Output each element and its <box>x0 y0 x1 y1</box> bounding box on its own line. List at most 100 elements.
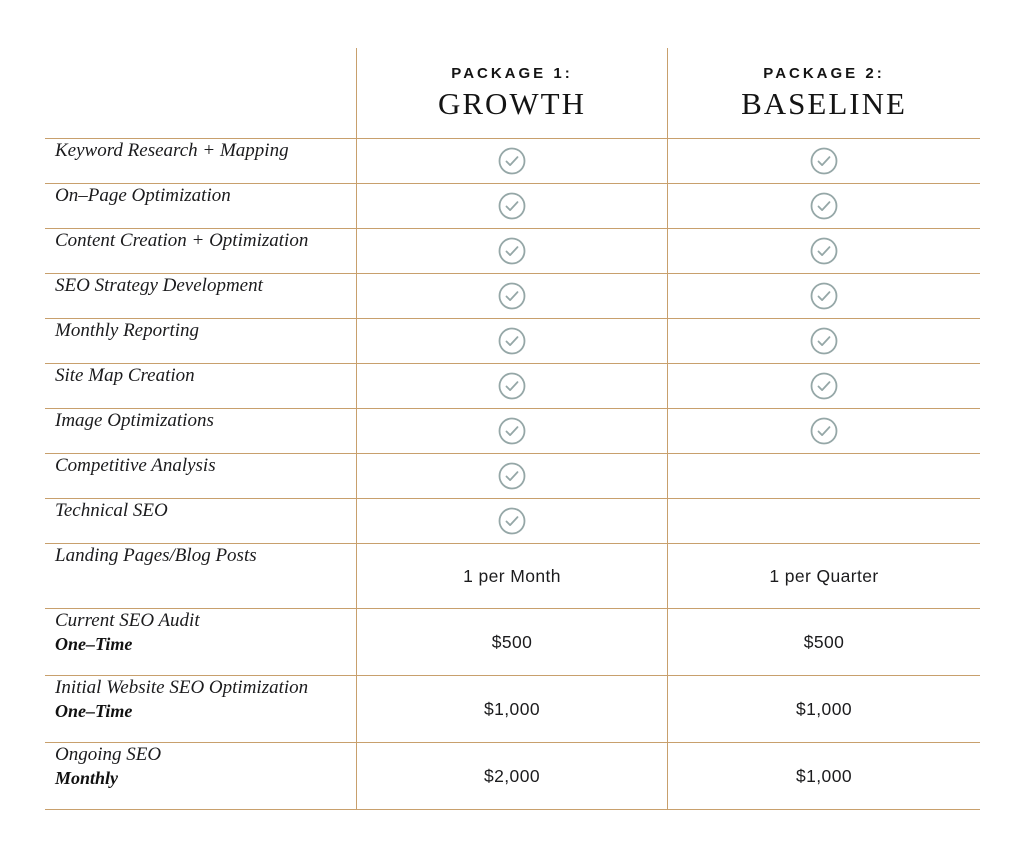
baseline-price: $1,000 <box>796 765 852 786</box>
baseline-value-cell: 1 per Quarter <box>668 544 980 608</box>
growth-value-cell <box>356 139 668 183</box>
baseline-value: 1 per Quarter <box>769 565 879 586</box>
growth-value-cell: $2,000 <box>356 743 668 809</box>
checkmark-circle-icon <box>810 147 838 175</box>
table-row: Competitive Analysis <box>45 453 980 498</box>
checkmark-circle-icon <box>810 327 838 355</box>
growth-price: $1,000 <box>484 698 540 719</box>
feature-label: Landing Pages/Blog Posts <box>55 545 257 566</box>
feature-label: Image Optimizations <box>55 410 214 431</box>
package2-name: BASELINE <box>741 85 907 121</box>
baseline-value-cell: $500 <box>668 609 980 675</box>
feature-label-cell: Initial Website SEO Optimization One–Tim… <box>45 676 356 742</box>
table-row: On–Page Optimization <box>45 183 980 228</box>
baseline-empty-cell <box>668 499 980 543</box>
baseline-value-cell <box>668 229 980 273</box>
baseline-price: $500 <box>803 631 845 652</box>
feature-label: Monthly Reporting <box>55 320 200 341</box>
baseline-value-cell: $1,000 <box>668 676 980 742</box>
baseline-value-cell: $1,000 <box>668 743 980 809</box>
checkmark-circle-icon <box>810 282 838 310</box>
growth-price: $500 <box>491 631 533 652</box>
pricing-table: PACKAGE 1: GROWTH PACKAGE 2: BASELINE Ke… <box>45 48 980 810</box>
baseline-value-cell <box>668 319 980 363</box>
feature-label: Keyword Research + Mapping <box>55 140 289 161</box>
feature-sublabel: One–Time <box>55 700 133 721</box>
feature-label: On–Page Optimization <box>55 185 231 206</box>
growth-value-cell <box>356 274 668 318</box>
package2-kicker: PACKAGE 2: <box>763 64 885 82</box>
feature-label-cell: SEO Strategy Development <box>45 274 356 318</box>
feature-label: Competitive Analysis <box>55 455 216 476</box>
header-empty-cell <box>45 48 356 138</box>
feature-label: Initial Website SEO Optimization <box>55 677 309 698</box>
feature-label-cell: Technical SEO <box>45 499 356 543</box>
checkmark-circle-icon <box>498 417 526 445</box>
checkmark-circle-icon <box>498 327 526 355</box>
checkmark-circle-icon <box>810 417 838 445</box>
package1-name: GROWTH <box>437 85 587 121</box>
table-row: Current SEO Audit One–Time $500 $500 <box>45 608 980 675</box>
baseline-value-cell <box>668 364 980 408</box>
feature-label: Current SEO Audit <box>55 610 200 631</box>
table-row: SEO Strategy Development <box>45 273 980 318</box>
feature-label-cell: Keyword Research + Mapping <box>45 139 356 183</box>
growth-value-cell <box>356 319 668 363</box>
feature-label: Ongoing SEO <box>55 744 162 765</box>
package2-header: PACKAGE 2: BASELINE <box>668 48 980 138</box>
feature-label: Site Map Creation <box>55 365 195 386</box>
table-row: Monthly Reporting <box>45 318 980 363</box>
feature-label-cell: Ongoing SEO Monthly <box>45 743 356 809</box>
table-row: Image Optimizations <box>45 408 980 453</box>
growth-value-cell <box>356 454 668 498</box>
baseline-price: $1,000 <box>796 698 852 719</box>
table-header-row: PACKAGE 1: GROWTH PACKAGE 2: BASELINE <box>45 48 980 138</box>
table-row: Technical SEO <box>45 498 980 543</box>
checkmark-circle-icon <box>498 462 526 490</box>
growth-value-cell <box>356 184 668 228</box>
package1-kicker: PACKAGE 1: <box>451 64 573 82</box>
feature-label-cell: Competitive Analysis <box>45 454 356 498</box>
growth-value-cell: $1,000 <box>356 676 668 742</box>
baseline-empty-cell <box>668 454 980 498</box>
checkmark-circle-icon <box>498 147 526 175</box>
feature-label: Technical SEO <box>55 500 168 521</box>
growth-value-cell <box>356 409 668 453</box>
checkmark-circle-icon <box>810 192 838 220</box>
feature-label-cell: Image Optimizations <box>45 409 356 453</box>
table-row: Landing Pages/Blog Posts 1 per Month 1 p… <box>45 543 980 608</box>
table-row: Initial Website SEO Optimization One–Tim… <box>45 675 980 742</box>
growth-value-cell: $500 <box>356 609 668 675</box>
feature-label: Content Creation + Optimization <box>55 230 309 251</box>
feature-label-cell: Landing Pages/Blog Posts <box>45 544 356 608</box>
checkmark-circle-icon <box>810 372 838 400</box>
feature-label: SEO Strategy Development <box>55 275 263 296</box>
growth-value: 1 per Month <box>463 565 561 586</box>
table-row: Site Map Creation <box>45 363 980 408</box>
feature-label-cell: Monthly Reporting <box>45 319 356 363</box>
table-row: Keyword Research + Mapping <box>45 138 980 183</box>
package1-header: PACKAGE 1: GROWTH <box>356 48 668 138</box>
feature-label-cell: Content Creation + Optimization <box>45 229 356 273</box>
baseline-value-cell <box>668 409 980 453</box>
table-row: Ongoing SEO Monthly $2,000 $1,000 <box>45 742 980 810</box>
feature-sublabel: One–Time <box>55 633 133 654</box>
checkmark-circle-icon <box>498 372 526 400</box>
checkmark-circle-icon <box>498 192 526 220</box>
table-row: Content Creation + Optimization <box>45 228 980 273</box>
feature-label-cell: Site Map Creation <box>45 364 356 408</box>
baseline-value-cell <box>668 274 980 318</box>
checkmark-circle-icon <box>498 507 526 535</box>
growth-value-cell: 1 per Month <box>356 544 668 608</box>
growth-value-cell <box>356 364 668 408</box>
growth-price: $2,000 <box>484 765 540 786</box>
growth-value-cell <box>356 229 668 273</box>
checkmark-circle-icon <box>498 237 526 265</box>
growth-value-cell <box>356 499 668 543</box>
checkmark-circle-icon <box>810 237 838 265</box>
feature-label-cell: Current SEO Audit One–Time <box>45 609 356 675</box>
feature-sublabel: Monthly <box>55 767 119 788</box>
baseline-value-cell <box>668 184 980 228</box>
feature-label-cell: On–Page Optimization <box>45 184 356 228</box>
